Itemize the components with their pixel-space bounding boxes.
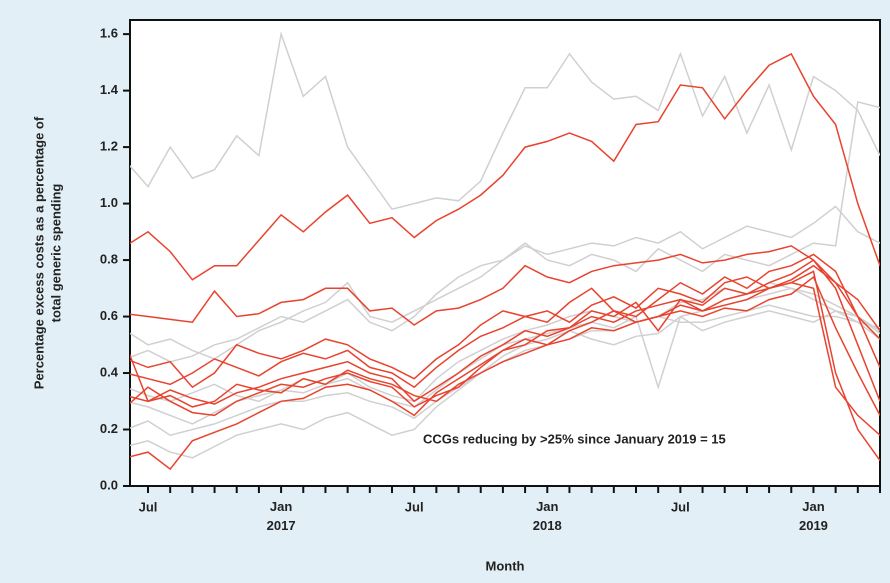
y-axis-label: Percentage excess costs as a percentage … (31, 116, 63, 389)
y-tick-label: 1.0 (100, 195, 118, 210)
x-tick-label: Jan 2017 (267, 499, 296, 533)
x-tick-label: Jan 2018 (533, 499, 562, 533)
y-tick-label: 1.6 (100, 26, 118, 41)
x-tick-label: Jan 2019 (799, 499, 828, 533)
x-tick-label: Jul (671, 499, 690, 514)
series-line (130, 31, 880, 211)
series-line (130, 275, 880, 416)
lines (130, 31, 880, 471)
x-tick-label-part: Jan (536, 499, 558, 514)
x-tick-label-part: Jan (270, 499, 292, 514)
series-line (130, 253, 880, 389)
x-tick-label: Jul (405, 499, 424, 514)
y-tick-label: 1.2 (100, 139, 118, 154)
y-axis-label-line: total generic spending (48, 184, 63, 323)
series-line (130, 310, 880, 459)
y-tick-label: 0.0 (100, 477, 118, 492)
series-line (130, 264, 880, 389)
annotation: CCGs reducing by >25% since January 2019… (423, 431, 726, 446)
x-tick-label: Jul (139, 499, 158, 514)
y-tick-label: 0.4 (100, 364, 119, 379)
x-tick-label-part: 2017 (267, 518, 296, 533)
series-line (130, 259, 880, 405)
y-axis-label-line: Percentage excess costs as a percentage … (31, 116, 46, 389)
x-tick-label-part: Jan (802, 499, 824, 514)
y-tick-label: 0.8 (100, 251, 118, 266)
y-tick-label: 1.4 (100, 82, 119, 97)
series-line (130, 281, 880, 436)
series-line (130, 100, 880, 363)
series-line (130, 245, 880, 340)
x-tick-label-part: 2018 (533, 518, 562, 533)
y-tick-label: 0.6 (100, 308, 118, 323)
x-axis-label: Month (486, 558, 525, 573)
y-tick-label: 0.2 (100, 421, 118, 436)
series-line (130, 52, 880, 281)
x-tick-label-part: 2019 (799, 518, 828, 533)
